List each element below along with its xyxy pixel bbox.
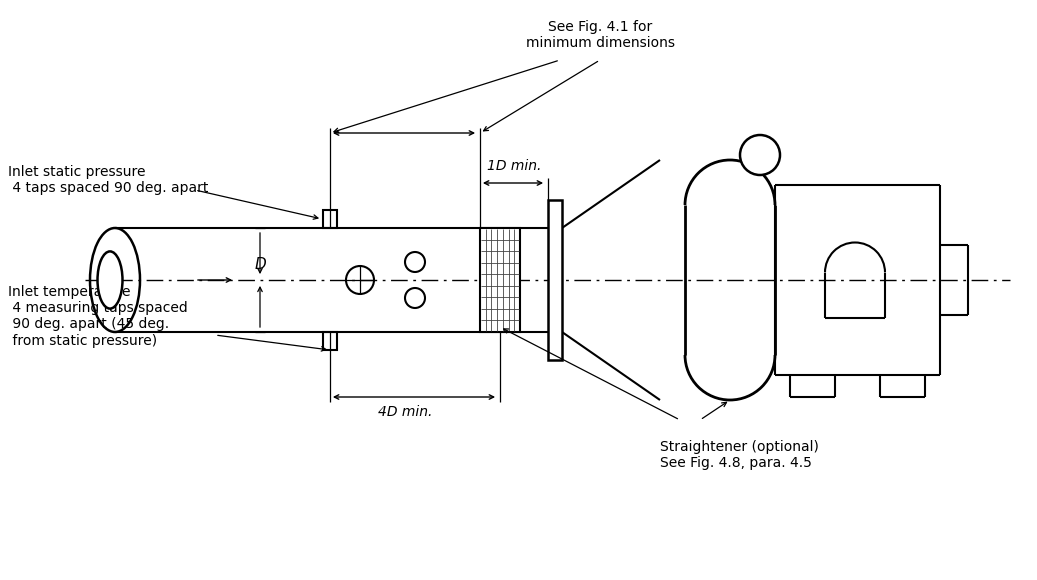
Circle shape	[740, 135, 780, 175]
Text: Inlet static pressure
 4 taps spaced 90 deg. apart: Inlet static pressure 4 taps spaced 90 d…	[8, 165, 208, 195]
Bar	[323, 210, 337, 228]
Text: 4D min.: 4D min.	[377, 405, 432, 419]
Circle shape	[405, 252, 425, 272]
Ellipse shape	[97, 251, 122, 309]
Text: Straightener (optional)
See Fig. 4.8, para. 4.5: Straightener (optional) See Fig. 4.8, pa…	[660, 440, 819, 470]
Bar	[323, 332, 337, 350]
Text: See Fig. 4.1 for
minimum dimensions: See Fig. 4.1 for minimum dimensions	[526, 20, 674, 50]
Text: 1D min.: 1D min.	[486, 159, 541, 173]
Text: Inlet temperature
 4 measuring taps spaced
 90 deg. apart (45 deg.
 from static : Inlet temperature 4 measuring taps space…	[8, 285, 188, 347]
Circle shape	[405, 288, 425, 308]
Text: D: D	[254, 257, 265, 272]
Bar	[548, 200, 562, 360]
Bar	[480, 228, 520, 332]
Circle shape	[346, 266, 374, 294]
